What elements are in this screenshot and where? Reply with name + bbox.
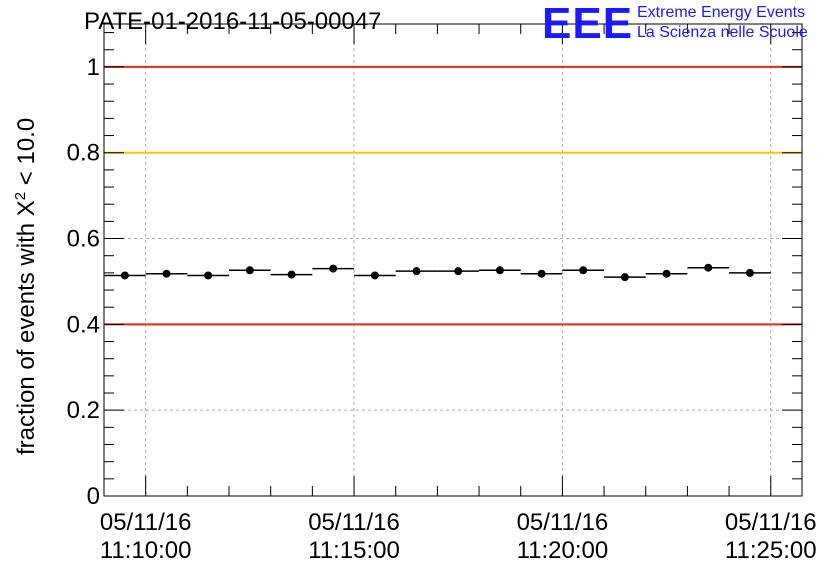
reference-lines (104, 65, 802, 326)
plot-frame (103, 23, 803, 497)
y-axis-label-sup: 2 (12, 191, 29, 201)
data-point (495, 266, 504, 275)
x-tick-label-date: 05/11/16 (517, 509, 609, 536)
eee-logo: EEE (542, 0, 634, 48)
y-tick-label: 1 (87, 54, 100, 81)
y-axis-label: fraction of events with X2 < 10.0 (12, 118, 41, 455)
x-tick-label-time: 11:25:00 (725, 537, 817, 564)
x-tick-label-date: 05/11/16 (308, 509, 400, 536)
data-points (104, 263, 771, 282)
y-tick-label: 0 (87, 483, 100, 510)
x-tick-label-time: 11:15:00 (308, 537, 400, 564)
plot-title: PATE-01-2016-11-05-00047 (84, 8, 382, 35)
data-point (579, 266, 588, 275)
data-point (287, 270, 296, 279)
logo-line-1: Extreme Energy Events (637, 4, 806, 21)
data-point (704, 263, 713, 272)
y-tick-label: 0.4 (67, 311, 100, 338)
y-axis-label-symbol: X (13, 200, 40, 217)
logo-caption: Extreme Energy Events La Scienza nelle S… (637, 3, 808, 43)
y-axis-label-prefix: fraction of events with (13, 216, 40, 455)
data-point (745, 268, 754, 277)
x-tick-label-date: 05/11/16 (100, 509, 192, 536)
logo-line-2: La Scienza nelle Scuole (637, 24, 808, 41)
data-point (412, 267, 421, 276)
y-tick-label: 0.8 (67, 140, 100, 167)
x-tick-label-time: 11:20:00 (517, 537, 609, 564)
data-point (162, 269, 171, 278)
data-point (454, 267, 463, 276)
y-axis-label-suffix: < 10.0 (13, 117, 40, 192)
axes: 00.20.40.60.8105/11/1611:10:0005/11/1611… (67, 23, 817, 564)
data-point (245, 266, 254, 275)
y-tick-label: 0.6 (67, 226, 100, 253)
data-point (370, 271, 379, 280)
x-tick-label-time: 11:10:00 (100, 537, 192, 564)
data-point (537, 269, 546, 278)
x-tick-label-date: 05/11/16 (725, 509, 817, 536)
y-tick-label: 0.2 (67, 397, 100, 424)
grid-lines (104, 24, 802, 496)
data-point (329, 264, 338, 273)
data-point (204, 271, 213, 280)
data-point (620, 273, 629, 282)
data-point (120, 271, 129, 280)
data-point (662, 269, 671, 278)
